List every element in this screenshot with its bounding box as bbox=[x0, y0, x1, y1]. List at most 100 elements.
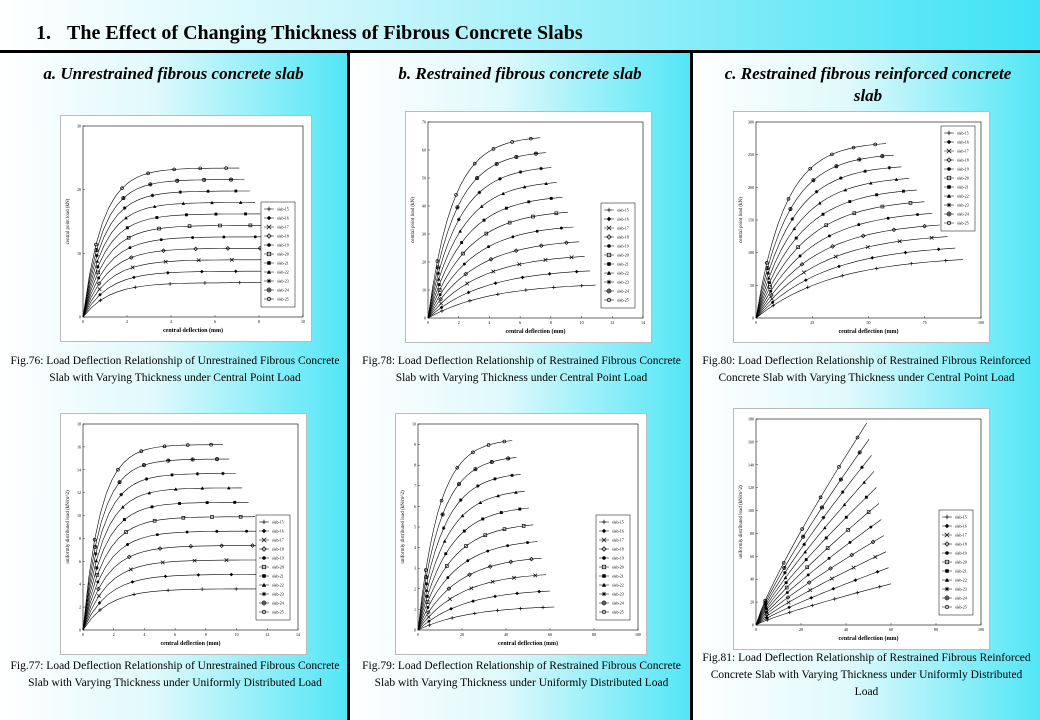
legend: slab-15 slab-16 slab-17 slab-18 slab-19 slab-… bbox=[255, 514, 291, 621]
series-slab-18 bbox=[82, 543, 268, 631]
figure-grid: a. Unrestrained fibrous concrete slab 0 2… bbox=[0, 50, 1040, 720]
chart-svg: 0 2 4 6 8 10 12 14 0 2 4 6 8 10 12 14 16 18 central deflec… bbox=[66, 422, 300, 648]
y-tick-label: 120 bbox=[748, 485, 754, 490]
series-line bbox=[755, 439, 870, 626]
legend-label: slab-24 bbox=[277, 288, 289, 293]
y-axis-label: uniformly distributed load (kN/m^2) bbox=[401, 490, 406, 564]
x-tick-label: 0 bbox=[427, 320, 429, 325]
legend-label: slab-15 bbox=[277, 207, 289, 212]
series-line bbox=[82, 444, 223, 631]
y-tick-label: 180 bbox=[748, 417, 754, 422]
y-axis-label: central point load (kN) bbox=[739, 197, 744, 243]
series-line bbox=[755, 166, 902, 319]
y-tick-label: 20 bbox=[750, 600, 754, 605]
legend: slab-15 slab-16 slab-17 slab-18 slab-19 slab-… bbox=[940, 125, 976, 232]
series-slab-24 bbox=[82, 177, 245, 318]
series-line bbox=[417, 440, 513, 631]
series-line bbox=[82, 179, 245, 318]
legend-label: slab-25 bbox=[955, 605, 967, 610]
legend-label: slab-18 bbox=[617, 235, 629, 240]
title-number: 1. bbox=[36, 22, 51, 44]
x-tick-label: 10 bbox=[235, 632, 239, 637]
x-tick-label: 40 bbox=[844, 627, 848, 632]
caption-fig76: Fig.76: Load Deflection Relationship of … bbox=[10, 355, 340, 384]
x-tick-label: 2 bbox=[458, 320, 460, 325]
legend-label: slab-23 bbox=[612, 592, 624, 597]
series-slab-24 bbox=[755, 439, 870, 626]
series-line bbox=[755, 224, 940, 319]
series-slab-25 bbox=[82, 166, 240, 318]
y-tick-label: 30 bbox=[422, 232, 426, 237]
series-line bbox=[755, 503, 880, 626]
y-tick-label: 250 bbox=[748, 152, 754, 157]
x-tick-label: 10 bbox=[301, 319, 305, 324]
chart-svg: 0 2 4 6 8 10 12 14 0 10 20 30 40 50 60 70 central deflec… bbox=[411, 120, 645, 336]
legend-label: slab-15 bbox=[955, 515, 967, 520]
series-slab-18 bbox=[417, 556, 542, 631]
series-line bbox=[82, 559, 275, 631]
series-slab-25 bbox=[82, 442, 223, 631]
series-line bbox=[82, 282, 292, 318]
y-tick-label: 140 bbox=[748, 462, 754, 467]
legend-box bbox=[260, 201, 296, 308]
x-tick-label: 12 bbox=[610, 320, 614, 325]
y-tick-label: 2 bbox=[414, 586, 416, 591]
x-axis-label: central deflection (mm) bbox=[161, 640, 221, 647]
y-tick-label: 60 bbox=[750, 554, 754, 559]
y-tick-label: 0 bbox=[414, 628, 416, 633]
series-line bbox=[755, 189, 917, 319]
series-line bbox=[755, 236, 948, 319]
legend-label: slab-22 bbox=[612, 583, 624, 588]
x-tick-label: 20 bbox=[799, 627, 803, 632]
y-tick-label: 200 bbox=[748, 185, 754, 190]
x-tick-label: 50 bbox=[867, 320, 871, 325]
legend-label: slab-23 bbox=[277, 279, 289, 284]
x-axis-label: central deflection (mm) bbox=[163, 327, 223, 334]
series-line bbox=[755, 567, 889, 626]
series-slab-22 bbox=[417, 490, 525, 631]
series-line bbox=[417, 524, 534, 631]
series-slab-18 bbox=[755, 223, 940, 319]
series-line bbox=[82, 213, 261, 318]
legend-label: slab-19 bbox=[272, 556, 284, 561]
legend-label: slab-24 bbox=[272, 601, 284, 606]
x-tick-label: 100 bbox=[978, 627, 984, 632]
chart-fig80: 0 25 50 75 100 0 50 100 150 200 250 300 central defl… bbox=[733, 111, 990, 343]
y-tick-label: 6 bbox=[414, 504, 416, 509]
series-line bbox=[82, 270, 287, 318]
series-line bbox=[82, 167, 240, 318]
series-line bbox=[427, 167, 552, 319]
y-tick-label: 0 bbox=[752, 623, 754, 628]
series-line bbox=[427, 211, 569, 319]
x-tick-label: 0 bbox=[82, 319, 84, 324]
series-line bbox=[417, 507, 530, 631]
y-tick-label: 10 bbox=[422, 288, 426, 293]
x-tick-label: 60 bbox=[548, 632, 552, 637]
y-tick-label: 8 bbox=[79, 536, 81, 541]
series-slab-22 bbox=[755, 177, 910, 319]
y-tick-label: 100 bbox=[748, 250, 754, 255]
series-slab-16 bbox=[755, 567, 889, 626]
legend-label: slab-23 bbox=[957, 203, 969, 208]
x-tick-label: 14 bbox=[641, 320, 645, 325]
caption-fig81: Fig.81: Load Deflection Relationship of … bbox=[702, 652, 1031, 698]
legend-label: slab-16 bbox=[272, 529, 284, 534]
legend-label: slab-19 bbox=[957, 167, 969, 172]
y-tick-label: 0 bbox=[424, 316, 426, 321]
series-slab-24 bbox=[755, 154, 894, 319]
column-unrestrained: a. Unrestrained fibrous concrete slab 0 2… bbox=[0, 53, 350, 720]
legend-label: slab-22 bbox=[957, 194, 969, 199]
series-line bbox=[82, 588, 288, 631]
y-axis-label: central point load (kN) bbox=[411, 197, 416, 243]
y-tick-label: 7 bbox=[414, 483, 416, 488]
series-slab-16 bbox=[82, 572, 281, 631]
y-tick-label: 80 bbox=[750, 531, 754, 536]
y-tick-label: 20 bbox=[77, 187, 81, 192]
series-line bbox=[427, 197, 563, 319]
x-tick-label: 8 bbox=[550, 320, 552, 325]
series-slab-19 bbox=[417, 541, 538, 631]
legend-label: slab-23 bbox=[272, 592, 284, 597]
x-tick-label: 100 bbox=[978, 320, 984, 325]
y-tick-label: 4 bbox=[414, 545, 416, 550]
series-slab-25 bbox=[755, 422, 867, 626]
